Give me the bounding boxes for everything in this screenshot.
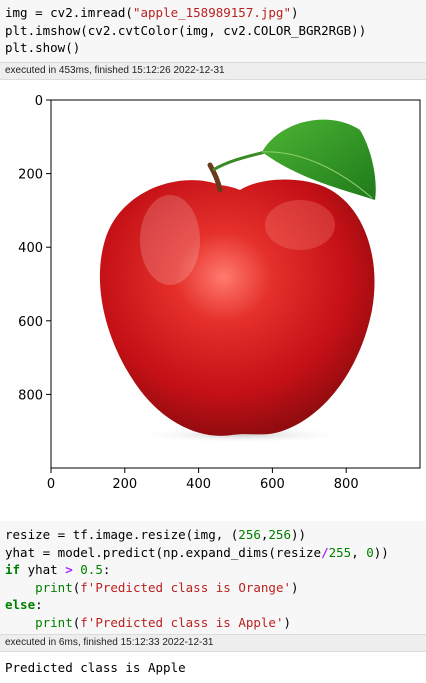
- x-tick-label: 0: [47, 477, 55, 492]
- y-tick-label: 200: [18, 168, 43, 183]
- x-tick-label: 200: [112, 477, 137, 492]
- apple-image: [51, 100, 420, 468]
- x-tick-label: 600: [260, 477, 285, 492]
- y-tick-label: 800: [18, 388, 43, 403]
- plot-frame: [50, 99, 421, 469]
- code-line: print(f'Predicted class is Apple'): [35, 614, 292, 630]
- code-line: if yhat > 0.5:: [5, 562, 111, 577]
- x-tick-label: 400: [186, 477, 211, 492]
- execution-status-1: executed in 453ms, finished 15:12:26 202…: [0, 62, 426, 80]
- code-line: plt.show(): [5, 40, 81, 55]
- code-cell-2[interactable]: resize = tf.image.resize(img, (256,256))…: [0, 521, 426, 634]
- y-tick-label: 600: [18, 315, 43, 330]
- execution-status-2: executed in 6ms, finished 15:12:33 2022-…: [0, 634, 426, 652]
- cell-output: Predicted class is Apple: [5, 660, 186, 675]
- filename-string: "apple_158989157.jpg": [132, 5, 291, 20]
- code-cell-1[interactable]: img = cv2.imread("apple_158989157.jpg") …: [0, 0, 426, 62]
- code-line: print(f'Predicted class is Orange'): [35, 579, 299, 595]
- code-line: resize = tf.image.resize(img, (256,256)): [5, 527, 307, 542]
- code-line: img = cv2.imread("apple_158989157.jpg"): [5, 5, 299, 20]
- code-line: yhat = model.predict(np.expand_dims(resi…: [5, 544, 389, 560]
- code-line: plt.imshow(cv2.cvtColor(img, cv2.COLOR_B…: [5, 22, 367, 38]
- code-line: else:: [5, 597, 43, 612]
- y-tick-label: 400: [18, 241, 43, 256]
- x-tick-label: 800: [334, 477, 359, 492]
- image-plot: 0 200 400 600 800 0 200 400 600 800: [18, 94, 421, 492]
- y-tick-label: 0: [35, 94, 43, 109]
